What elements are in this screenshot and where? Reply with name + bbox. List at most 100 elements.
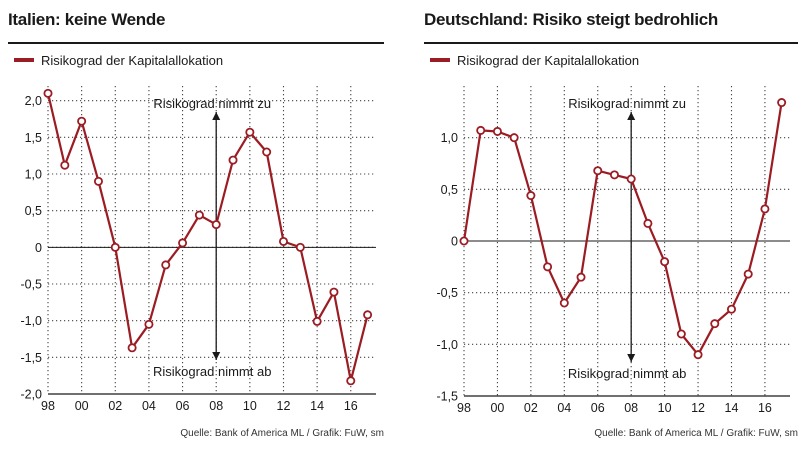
annotation-up: Risikograd nimmt zu <box>153 96 271 111</box>
x-tick-label: 02 <box>524 401 538 415</box>
legend: Risikograd der Kapitalallokation <box>14 50 223 70</box>
chart-panel-deutschland: Deutschland: Risiko steigt bedrohlich Ri… <box>424 0 798 460</box>
data-point <box>346 376 356 386</box>
arrow-down-icon <box>212 352 221 360</box>
annotation-down: Risikograd nimmt ab <box>568 366 687 381</box>
x-tick-label: 08 <box>624 401 638 415</box>
data-point <box>593 166 603 176</box>
arrow-up-icon <box>212 112 221 120</box>
data-point <box>743 269 753 279</box>
data-point <box>676 329 686 339</box>
y-tick-label: 1,0 <box>25 168 42 182</box>
chart-panel-italien: Italien: keine Wende Risikograd der Kapi… <box>8 0 384 460</box>
data-point <box>43 88 53 98</box>
x-tick-label: 16 <box>758 401 772 415</box>
data-point <box>312 316 322 326</box>
y-tick-label: -1,5 <box>20 351 42 365</box>
data-point <box>726 304 736 314</box>
series-line <box>46 93 369 382</box>
data-point <box>278 236 288 246</box>
data-point <box>363 310 373 320</box>
x-tick-label: 14 <box>310 399 324 413</box>
plot-area: 2,0 1,5 1,0 0,5 0 -0,5 -1,0 -1,5 -2,098 00 02 04 06 0… <box>20 86 376 413</box>
data-point <box>576 272 586 282</box>
legend-label: Risikograd der Kapitalallokation <box>457 52 640 68</box>
data-point <box>526 191 536 201</box>
y-tick-label: -1,0 <box>436 338 458 352</box>
data-point <box>626 174 636 184</box>
data-point <box>693 350 703 360</box>
data-point <box>660 257 670 267</box>
source-note: Quelle: Bank of America ML / Grafik: FuW… <box>180 428 384 439</box>
source-note: Quelle: Bank of America ML / Grafik: FuW… <box>594 428 798 439</box>
x-tick-label: 00 <box>490 401 504 415</box>
x-tick-label: 98 <box>457 401 471 415</box>
data-point <box>127 343 137 353</box>
x-tick-label: 00 <box>75 399 89 413</box>
data-point <box>710 319 720 329</box>
data-point <box>609 170 619 180</box>
y-tick-label: -2,0 <box>20 388 42 402</box>
data-point <box>245 127 255 137</box>
x-tick-label: 14 <box>725 401 739 415</box>
x-tick-label: 16 <box>344 399 358 413</box>
data-point <box>93 176 103 186</box>
x-tick-label: 04 <box>557 401 571 415</box>
data-point <box>643 218 653 228</box>
legend: Risikograd der Kapitalallokation <box>430 50 639 70</box>
chart-title: Deutschland: Risiko steigt bedrohlich <box>424 10 718 29</box>
y-tick-label: -0,5 <box>436 286 458 300</box>
data-point <box>459 236 469 246</box>
annotation-up: Risikograd nimmt zu <box>568 96 686 111</box>
data-point <box>777 98 787 108</box>
data-point <box>509 133 519 143</box>
data-point <box>77 116 87 126</box>
x-tick-label: 10 <box>658 401 672 415</box>
y-tick-label: 1,0 <box>441 131 458 145</box>
x-tick-label: 06 <box>591 401 605 415</box>
y-tick-label: 2,0 <box>25 94 42 108</box>
y-tick-label: -0,5 <box>20 278 42 292</box>
legend-swatch <box>14 58 34 62</box>
x-tick-label: 08 <box>209 399 223 413</box>
data-point <box>228 155 238 165</box>
x-tick-label: 12 <box>277 399 291 413</box>
y-tick-label: 0 <box>35 241 42 255</box>
y-tick-label: -1,5 <box>436 390 458 404</box>
data-point <box>543 262 553 272</box>
data-point <box>492 126 502 136</box>
data-point <box>760 204 770 214</box>
data-point <box>178 238 188 248</box>
arrow-down-icon <box>627 354 636 362</box>
legend-label: Risikograd der Kapitalallokation <box>41 52 224 68</box>
x-tick-label: 10 <box>243 399 257 413</box>
data-point <box>559 298 569 308</box>
data-point <box>211 220 221 230</box>
data-point <box>161 260 171 270</box>
title-rule <box>424 42 798 44</box>
y-tick-label: 1,5 <box>25 131 42 145</box>
data-point <box>144 319 154 329</box>
x-tick-label: 06 <box>176 399 190 413</box>
data-point <box>194 210 204 220</box>
x-tick-label: 04 <box>142 399 156 413</box>
chart-title: Italien: keine Wende <box>8 10 166 29</box>
arrow-up-icon <box>627 112 636 120</box>
data-point <box>262 147 272 157</box>
y-tick-label: 0,5 <box>25 204 42 218</box>
y-tick-label: -1,0 <box>20 314 42 328</box>
x-tick-label: 98 <box>41 399 55 413</box>
y-tick-label: 0 <box>451 235 458 249</box>
x-tick-label: 02 <box>108 399 122 413</box>
y-tick-label: 0,5 <box>441 183 458 197</box>
data-point <box>476 125 486 135</box>
data-point <box>329 287 339 297</box>
plot-area: 1,0 0,5 0 -0,5 -1,0 -1,598 00 02 04 06 08 10 12 14 16 R… <box>436 86 790 415</box>
data-point <box>295 242 305 252</box>
annotation-down: Risikograd nimmt ab <box>153 364 272 379</box>
data-point <box>60 160 70 170</box>
x-tick-label: 12 <box>691 401 705 415</box>
title-rule <box>8 42 384 44</box>
legend-swatch <box>430 58 450 62</box>
data-point <box>110 242 120 252</box>
